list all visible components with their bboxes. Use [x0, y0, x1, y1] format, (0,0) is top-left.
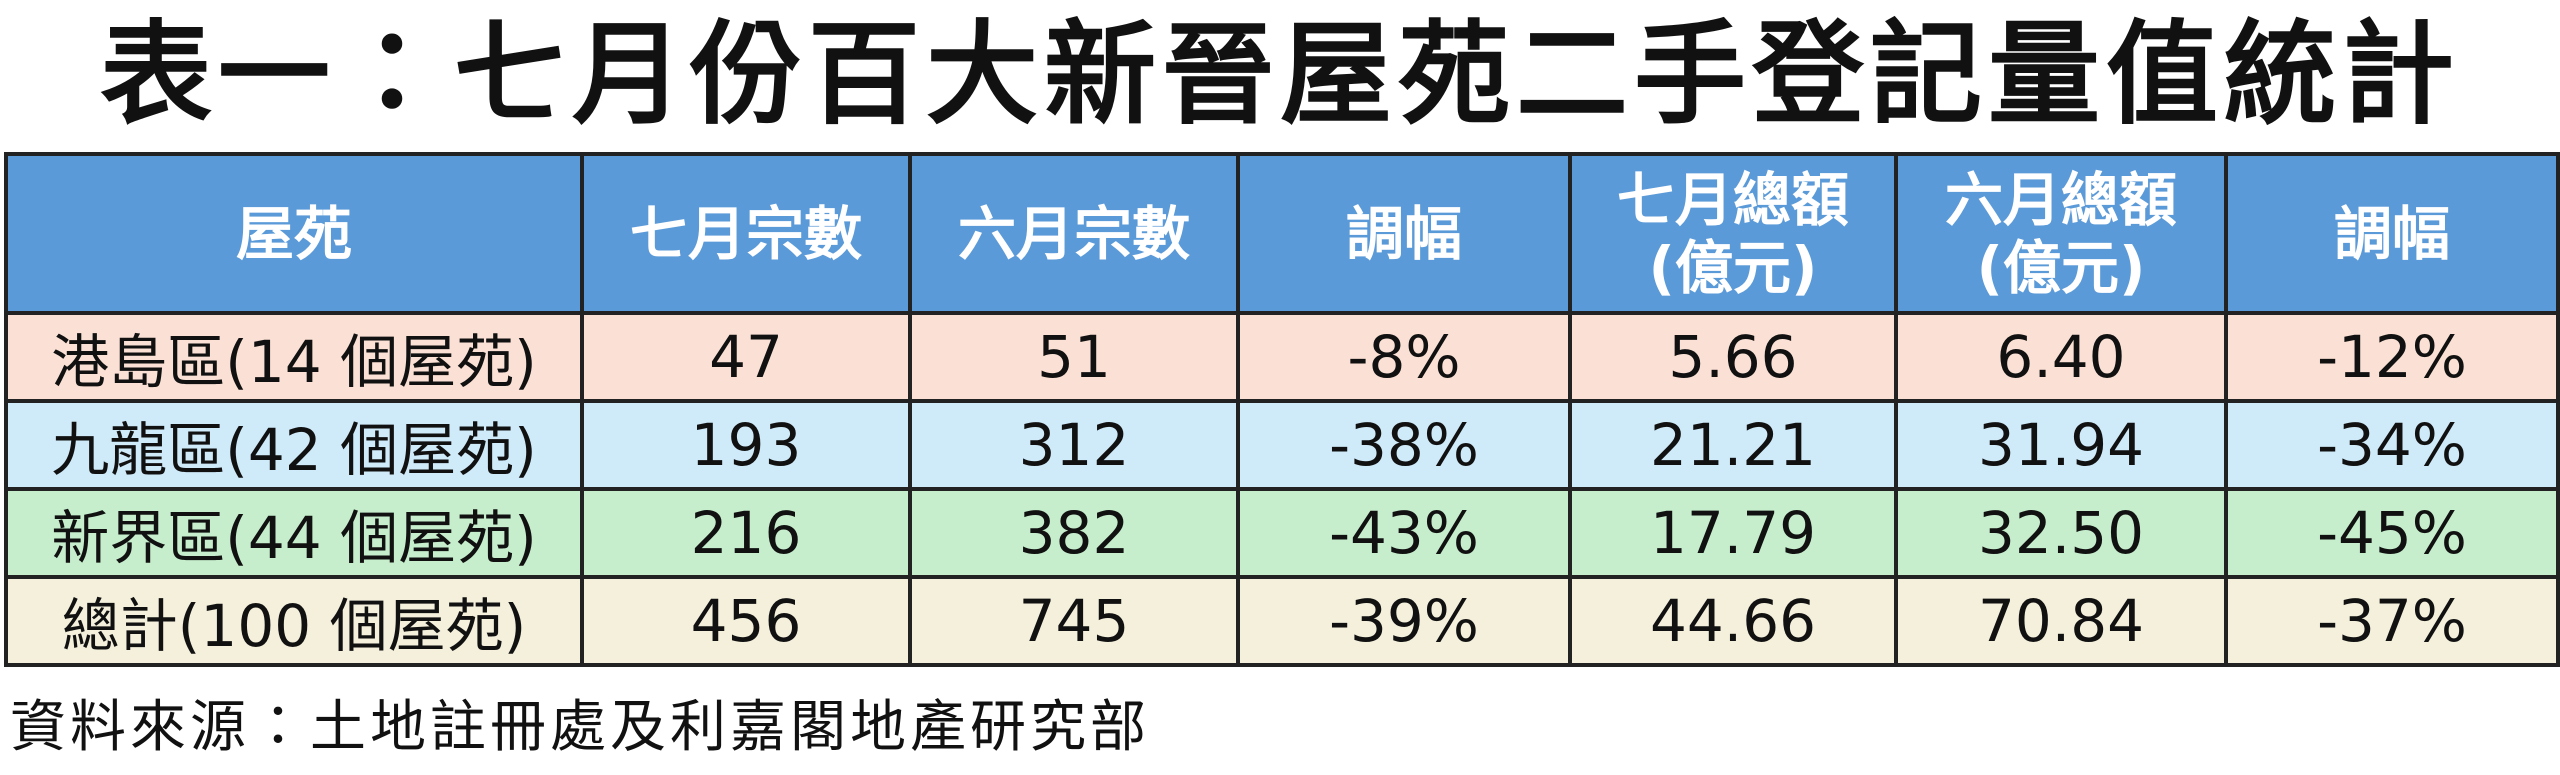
table-cell: -39%: [1236, 575, 1572, 667]
table-cell: -43%: [1236, 487, 1572, 579]
table-cell: 216: [580, 487, 912, 579]
table-cell: 382: [908, 487, 1240, 579]
table-row: 港島區(14 個屋苑) 47 51 -8% 5.66 6.40 -12%: [4, 311, 2560, 403]
table-cell: -34%: [2224, 399, 2560, 491]
table-cell: 17.79: [1568, 487, 1898, 579]
table-cell: 31.94: [1894, 399, 2228, 491]
source-note: 資料來源：土地註冊處及利嘉閣地產研究部: [10, 695, 1150, 760]
table-cell: 6.40: [1894, 311, 2228, 403]
table-cell: 745: [908, 575, 1240, 667]
table-cell: 51: [908, 311, 1240, 403]
column-header: 七月宗數: [580, 152, 912, 315]
table-cell: 5.66: [1568, 311, 1898, 403]
table-cell: 32.50: [1894, 487, 2228, 579]
table-cell: -37%: [2224, 575, 2560, 667]
title: 表一：七月份百大新晉屋苑二手登記量值統計: [100, 10, 2460, 140]
table-cell: -45%: [2224, 487, 2560, 579]
column-header: 屋苑: [4, 152, 584, 315]
row-label: 新界區(44 個屋苑): [4, 487, 584, 579]
table-cell: 312: [908, 399, 1240, 491]
table-cell: 44.66: [1568, 575, 1898, 667]
column-header: 調幅: [2224, 152, 2560, 315]
table-cell: 21.21: [1568, 399, 1898, 491]
table-cell: 70.84: [1894, 575, 2228, 667]
row-label: 港島區(14 個屋苑): [4, 311, 584, 403]
row-label: 九龍區(42 個屋苑): [4, 399, 584, 491]
table-cell: 47: [580, 311, 912, 403]
table-head: 屋苑 七月宗數 六月宗數 調幅 七月總額 (億元) 六月總額 (億元) 調幅: [4, 152, 2560, 315]
table-row: 總計(100 個屋苑) 456 745 -39% 44.66 70.84 -37%: [4, 575, 2560, 667]
column-header: 七月總額 (億元): [1568, 152, 1898, 315]
column-header: 調幅: [1236, 152, 1572, 315]
table-cell: 193: [580, 399, 912, 491]
column-header: 六月宗數: [908, 152, 1240, 315]
data-table: 屋苑 七月宗數 六月宗數 調幅 七月總額 (億元) 六月總額 (億元) 調幅 港島區(14 …: [4, 152, 2560, 667]
header-row: 屋苑 七月宗數 六月宗數 調幅 七月總額 (億元) 六月總額 (億元) 調幅: [4, 152, 2560, 315]
table-cell: -38%: [1236, 399, 1572, 491]
table-cell: -8%: [1236, 311, 1572, 403]
table-cell: 456: [580, 575, 912, 667]
column-header: 六月總額 (億元): [1894, 152, 2228, 315]
table-cell: -12%: [2224, 311, 2560, 403]
table-body: 港島區(14 個屋苑) 47 51 -8% 5.66 6.40 -12% 九龍區(42 個屋苑…: [4, 311, 2560, 667]
row-label: 總計(100 個屋苑): [4, 575, 584, 667]
table-row: 新界區(44 個屋苑) 216 382 -43% 17.79 32.50 -45%: [4, 487, 2560, 579]
table-row: 九龍區(42 個屋苑) 193 312 -38% 21.21 31.94 -34%: [4, 399, 2560, 491]
